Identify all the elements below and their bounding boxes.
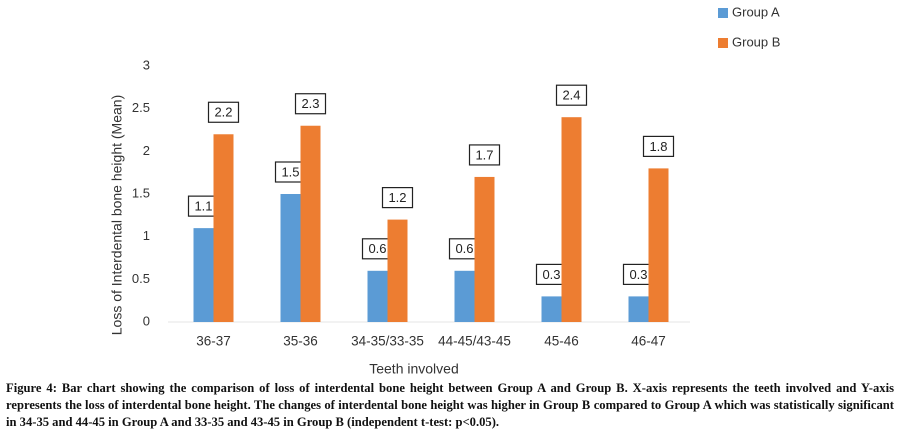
x-tick-label: 35-36 [283, 334, 318, 349]
value-label-box [381, 187, 414, 209]
value-label-box [555, 84, 588, 106]
y-tick-label: 1 [143, 228, 150, 243]
value-label: 1.7 [475, 147, 493, 162]
bar [213, 134, 234, 322]
bar [628, 296, 649, 322]
y-tick-label: 0 [143, 313, 150, 328]
y-tick-label: 3 [143, 57, 150, 72]
bar [541, 296, 562, 322]
y-tick-label: 1.5 [132, 185, 150, 200]
x-tick-label: 36-37 [196, 334, 231, 349]
legend-label: Group B [732, 34, 780, 49]
bar [193, 228, 214, 322]
bar [454, 270, 475, 322]
value-label: 1.5 [281, 164, 299, 179]
value-label-box [294, 93, 327, 115]
value-label: 2.3 [301, 96, 319, 111]
legend-swatch [718, 8, 728, 18]
y-tick-label: 0.5 [132, 271, 150, 286]
y-tick-label: 2 [143, 143, 150, 158]
x-tick-label: 46-47 [631, 334, 666, 349]
bar [387, 219, 408, 322]
x-axis-title: Teeth involved [369, 361, 459, 377]
figure-caption: Figure 4: Bar chart showing the comparis… [6, 381, 894, 429]
bar [280, 194, 301, 322]
y-axis-title: Loss of Interdental bone height (Mean) [109, 95, 125, 336]
value-label: 1.8 [649, 139, 667, 154]
value-label: 0.3 [542, 267, 560, 282]
y-tick-label: 2.5 [132, 100, 150, 115]
bar [474, 176, 495, 322]
x-tick-label: 34-35/33-35 [351, 334, 424, 349]
value-label: 2.2 [214, 105, 232, 120]
bar [300, 125, 321, 322]
legend-label: Group A [732, 4, 780, 19]
chart: Loss of Interdental bone height (Mean) T… [109, 4, 781, 377]
legend-swatch [718, 38, 728, 48]
value-label: 1.1 [194, 199, 212, 214]
bar [561, 117, 582, 322]
value-label: 1.2 [388, 190, 406, 205]
value-label-box [642, 135, 675, 157]
bar [648, 168, 669, 322]
value-label: 2.4 [562, 88, 580, 103]
bar [367, 270, 388, 322]
value-label: 0.3 [629, 267, 647, 282]
x-tick-label: 44-45/43-45 [438, 334, 511, 349]
value-label: 0.6 [455, 241, 473, 256]
x-tick-label: 45-46 [544, 334, 579, 349]
value-label: 0.6 [368, 241, 386, 256]
value-label-box [207, 101, 240, 123]
value-label-box [468, 144, 501, 166]
